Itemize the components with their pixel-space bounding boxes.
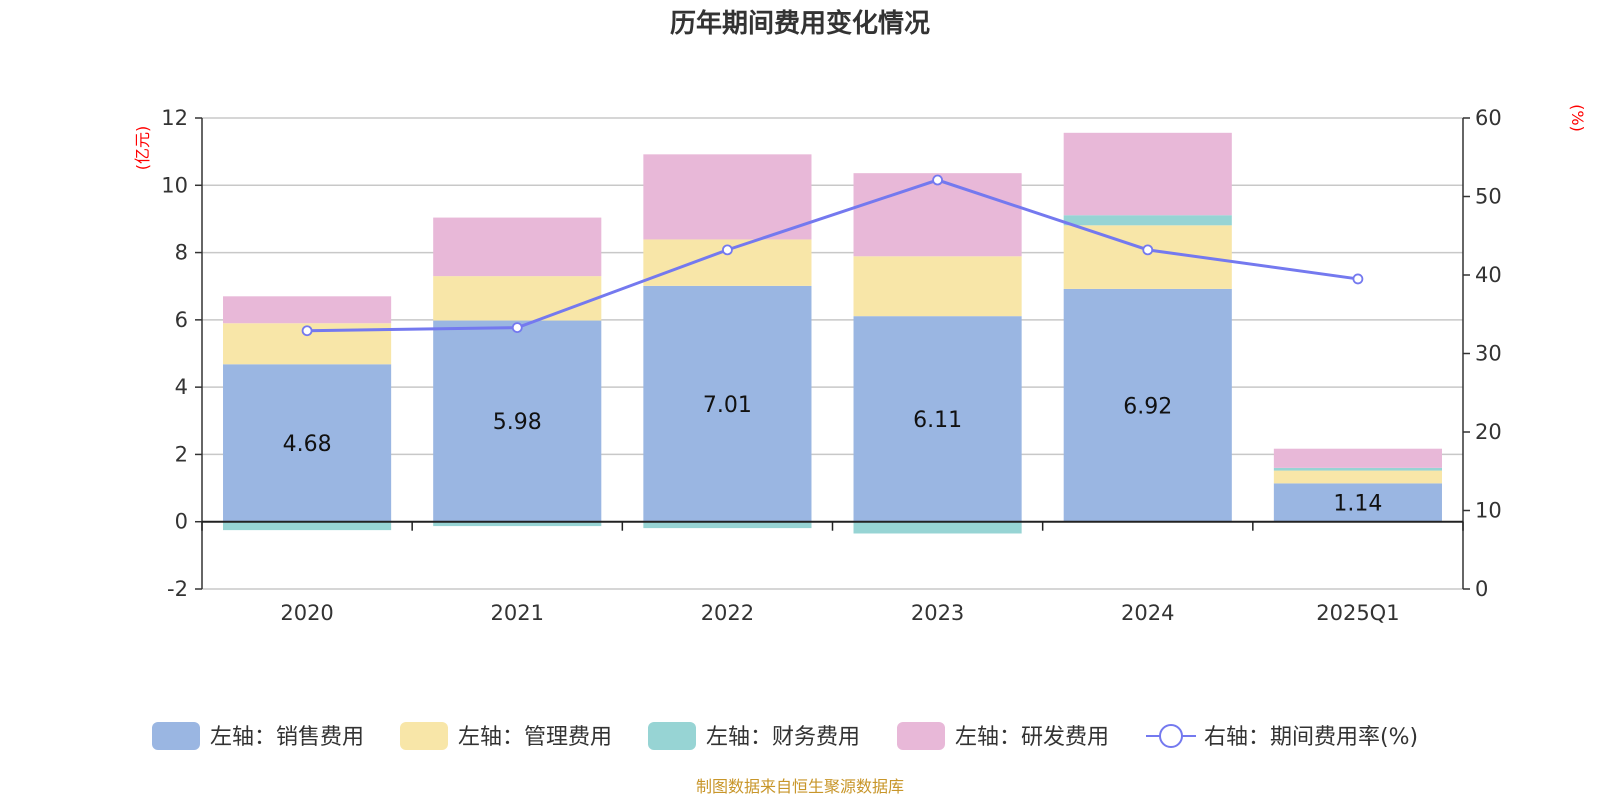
bar-segment bbox=[643, 521, 812, 529]
x-tick-label: 2022 bbox=[701, 601, 754, 625]
x-tick-label: 2021 bbox=[491, 601, 544, 625]
left-tick-label: -2 bbox=[167, 577, 188, 601]
bar-segment bbox=[853, 173, 1022, 257]
axes bbox=[195, 117, 1470, 590]
right-tick-label: 10 bbox=[1475, 499, 1502, 523]
sales-data-label: 4.68 bbox=[283, 432, 332, 457]
legend-swatch bbox=[897, 722, 945, 750]
legend-swatch bbox=[400, 722, 448, 750]
rate-line-path bbox=[307, 178, 1359, 333]
legend-label: 右轴：期间费用率(%) bbox=[1204, 725, 1418, 750]
bar-segment bbox=[1063, 288, 1232, 522]
left-tick-label: 12 bbox=[161, 106, 188, 130]
bar-segment bbox=[1273, 467, 1442, 471]
tick-labels: -2 0 2 4 6 8 10 12 0 10 20 30 40 50 60 2020 2021 2022 2023… bbox=[161, 106, 1501, 625]
legend-label: 左轴：研发费用 bbox=[955, 725, 1109, 750]
right-tick-label: 20 bbox=[1475, 420, 1502, 444]
bar-segment bbox=[433, 217, 602, 277]
bar-segment bbox=[643, 285, 812, 522]
rate-point bbox=[722, 244, 733, 256]
x-tick-label: 2020 bbox=[280, 601, 333, 625]
right-tick-label: 50 bbox=[1475, 185, 1502, 209]
bar-segment bbox=[1063, 132, 1232, 216]
sales-data-label: 7.01 bbox=[703, 393, 752, 418]
legend: 左轴：销售费用 左轴：管理费用 左轴：财务费用 左轴：研发费用 右轴：期间费用率(%) bbox=[152, 722, 1418, 750]
bar-segment bbox=[853, 256, 1022, 317]
rate-point bbox=[301, 325, 313, 337]
bar-segment bbox=[643, 154, 812, 240]
legend-swatch bbox=[152, 722, 200, 750]
rate-line bbox=[301, 174, 1364, 337]
bars bbox=[223, 132, 1442, 534]
sales-data-label: 1.14 bbox=[1333, 492, 1382, 517]
bar-segment bbox=[1063, 215, 1232, 226]
legend-label: 左轴：管理费用 bbox=[458, 725, 612, 750]
legend-label: 左轴：财务费用 bbox=[706, 725, 860, 750]
x-tick-label: 2025Q1 bbox=[1316, 601, 1399, 625]
bar-segment bbox=[853, 521, 1022, 534]
bar-segment bbox=[1273, 448, 1442, 468]
rate-point bbox=[932, 174, 943, 186]
sales-data-label: 6.92 bbox=[1123, 394, 1172, 419]
source-note: 制图数据来自恒生聚源数据库 bbox=[696, 777, 904, 796]
bar-segment bbox=[433, 276, 602, 321]
bar-segment bbox=[1273, 483, 1442, 522]
sales-data-label: 5.98 bbox=[493, 410, 542, 435]
left-tick-label: 4 bbox=[175, 375, 188, 399]
chart-title: 历年期间费用变化情况 bbox=[670, 8, 930, 39]
bar-segment bbox=[223, 521, 392, 531]
bar-segment bbox=[223, 296, 392, 324]
left-tick-label: 6 bbox=[175, 308, 188, 332]
rate-point bbox=[1352, 273, 1364, 285]
bar-segment bbox=[1273, 470, 1442, 484]
right-tick-label: 40 bbox=[1475, 263, 1502, 287]
bar-segment bbox=[853, 316, 1022, 522]
bar-segment bbox=[223, 364, 392, 522]
left-tick-label: 0 bbox=[175, 510, 188, 534]
x-tick-label: 2024 bbox=[1121, 601, 1174, 625]
bar-segment bbox=[433, 320, 602, 522]
sales-data-label: 6.11 bbox=[913, 408, 962, 433]
left-tick-label: 2 bbox=[175, 442, 188, 466]
left-tick-label: 10 bbox=[161, 173, 188, 197]
legend-marker-swatch bbox=[1159, 724, 1183, 748]
right-axis-unit: (%) bbox=[1568, 104, 1587, 132]
bar-segment bbox=[433, 521, 602, 527]
rate-point bbox=[1142, 244, 1154, 256]
data-labels: 4.68 5.98 7.01 6.11 6.92 1.14 bbox=[283, 393, 1383, 517]
right-tick-label: 30 bbox=[1475, 342, 1502, 366]
x-tick-label: 2023 bbox=[911, 601, 964, 625]
rate-point bbox=[511, 322, 523, 333]
left-axis-unit: (亿元) bbox=[133, 126, 152, 171]
legend-swatch bbox=[648, 722, 696, 750]
right-tick-label: 60 bbox=[1475, 106, 1502, 130]
legend-label: 左轴：销售费用 bbox=[210, 725, 364, 750]
right-tick-label: 0 bbox=[1475, 577, 1488, 601]
left-tick-label: 8 bbox=[175, 241, 188, 265]
